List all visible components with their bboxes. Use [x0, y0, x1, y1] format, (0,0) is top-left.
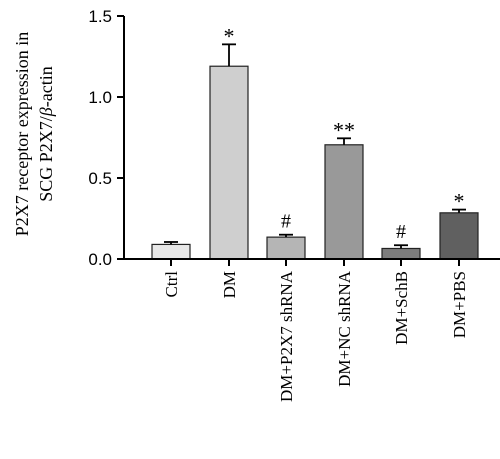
bar [209, 65, 249, 260]
x-axis: Ctrl DM DM+P2X7 shRNA DM+NC shRNA DM+SchB DM+… [124, 258, 500, 402]
bar [266, 236, 306, 260]
significance-marker: # [281, 211, 291, 233]
significance-marker: * [454, 189, 465, 214]
significance-marker: ** [333, 117, 355, 142]
y-tick-label: 1.0 [88, 88, 112, 107]
x-category-label: DM+SchB [392, 271, 411, 345]
y-tick-label: 0.5 [88, 169, 112, 188]
x-category-label: DM+NC shRNA [335, 270, 354, 387]
bar [151, 243, 191, 260]
y-tick-label: 1.5 [88, 7, 112, 26]
y-tick-label: 0.0 [88, 250, 112, 269]
x-category-label: DM+PBS [450, 271, 469, 338]
y-axis-label: P2X7 receptor expression in SCG P2X7/β-a… [12, 32, 56, 236]
bar [324, 144, 364, 260]
significance-marker: * [224, 23, 235, 48]
y-axis: 0.0 0.5 1.0 1.5 [88, 7, 125, 269]
x-category-label: Ctrl [162, 271, 181, 298]
bar [439, 212, 479, 260]
bar [381, 247, 421, 260]
y-axis-label-line2: SCG P2X7/β-actin [36, 66, 56, 201]
bars: * # ** # * [151, 23, 479, 260]
x-category-label: DM+P2X7 shRNA [277, 270, 296, 402]
y-axis-label-line1: P2X7 receptor expression in [12, 32, 32, 236]
significance-marker: # [396, 221, 406, 243]
x-category-label: DM [220, 271, 239, 298]
